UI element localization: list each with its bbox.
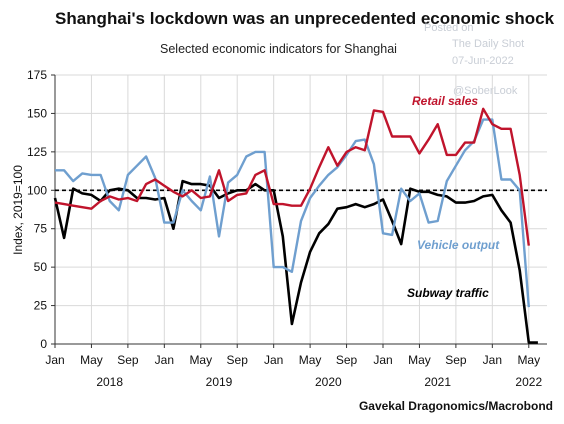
x-month-label: Jan: [373, 353, 392, 367]
x-month-label: Jan: [264, 353, 283, 367]
x-month-label: Sep: [117, 353, 139, 367]
subway-traffic-label: Subway traffic: [407, 286, 489, 300]
x-month-label: May: [299, 353, 322, 367]
series-line-2: [53, 179, 538, 344]
y-tick-label: 100: [27, 183, 47, 197]
y-tick-label: 25: [34, 299, 48, 313]
x-month-label: May: [189, 353, 212, 367]
x-month-label: Jan: [155, 353, 174, 367]
x-month-label: Jan: [483, 353, 502, 367]
x-month-label: May: [80, 353, 103, 367]
x-year-label: 2018: [96, 375, 123, 389]
x-month-label: Sep: [336, 353, 358, 367]
series-group: [53, 107, 538, 344]
source-note: Gavekal Dragonomics/Macrobond: [359, 399, 553, 413]
x-month-label: Jan: [45, 353, 64, 367]
x-month-label: Sep: [445, 353, 467, 367]
series-line-1: [55, 118, 530, 308]
y-tick-labels: 0 25 50 75 100 125 150 175: [27, 68, 55, 351]
x-month-label: May: [517, 353, 540, 367]
chart-title: Shanghai's lockdown was an unprecedented…: [55, 9, 555, 28]
watermark-site: The Daily Shot: [452, 38, 524, 50]
x-year-label: 2019: [206, 375, 233, 389]
y-tick-label: 175: [27, 68, 47, 82]
y-tick-label: 150: [27, 106, 47, 120]
x-year-label: 2021: [424, 375, 451, 389]
retail-sales-label: Retail sales: [412, 94, 478, 108]
watermark-handle: @SoberLook: [453, 85, 518, 97]
x-year-label: 2020: [315, 375, 342, 389]
grid: [55, 74, 547, 344]
vehicle-output-label: Vehicle output: [417, 238, 500, 252]
y-tick-label: 50: [34, 260, 48, 274]
watermark-date: 07-Jun-2022: [452, 55, 514, 67]
chart-subtitle: Selected economic indicators for Shangha…: [160, 42, 397, 56]
y-tick-label: 0: [40, 337, 47, 351]
y-tick-label: 75: [34, 222, 48, 236]
series-line-0: [54, 107, 530, 246]
y-axis-label: Index, 2019=100: [11, 165, 25, 255]
x-month-label: May: [408, 353, 431, 367]
watermark-posted: Posted on: [424, 22, 474, 34]
x-year-label: 2022: [515, 375, 542, 389]
y-tick-label: 125: [27, 145, 47, 159]
x-month-label: Sep: [227, 353, 249, 367]
x-tick-labels: Jan May Sep Jan May Sep Jan May Sep Jan May Sep Jan M…: [45, 344, 542, 389]
